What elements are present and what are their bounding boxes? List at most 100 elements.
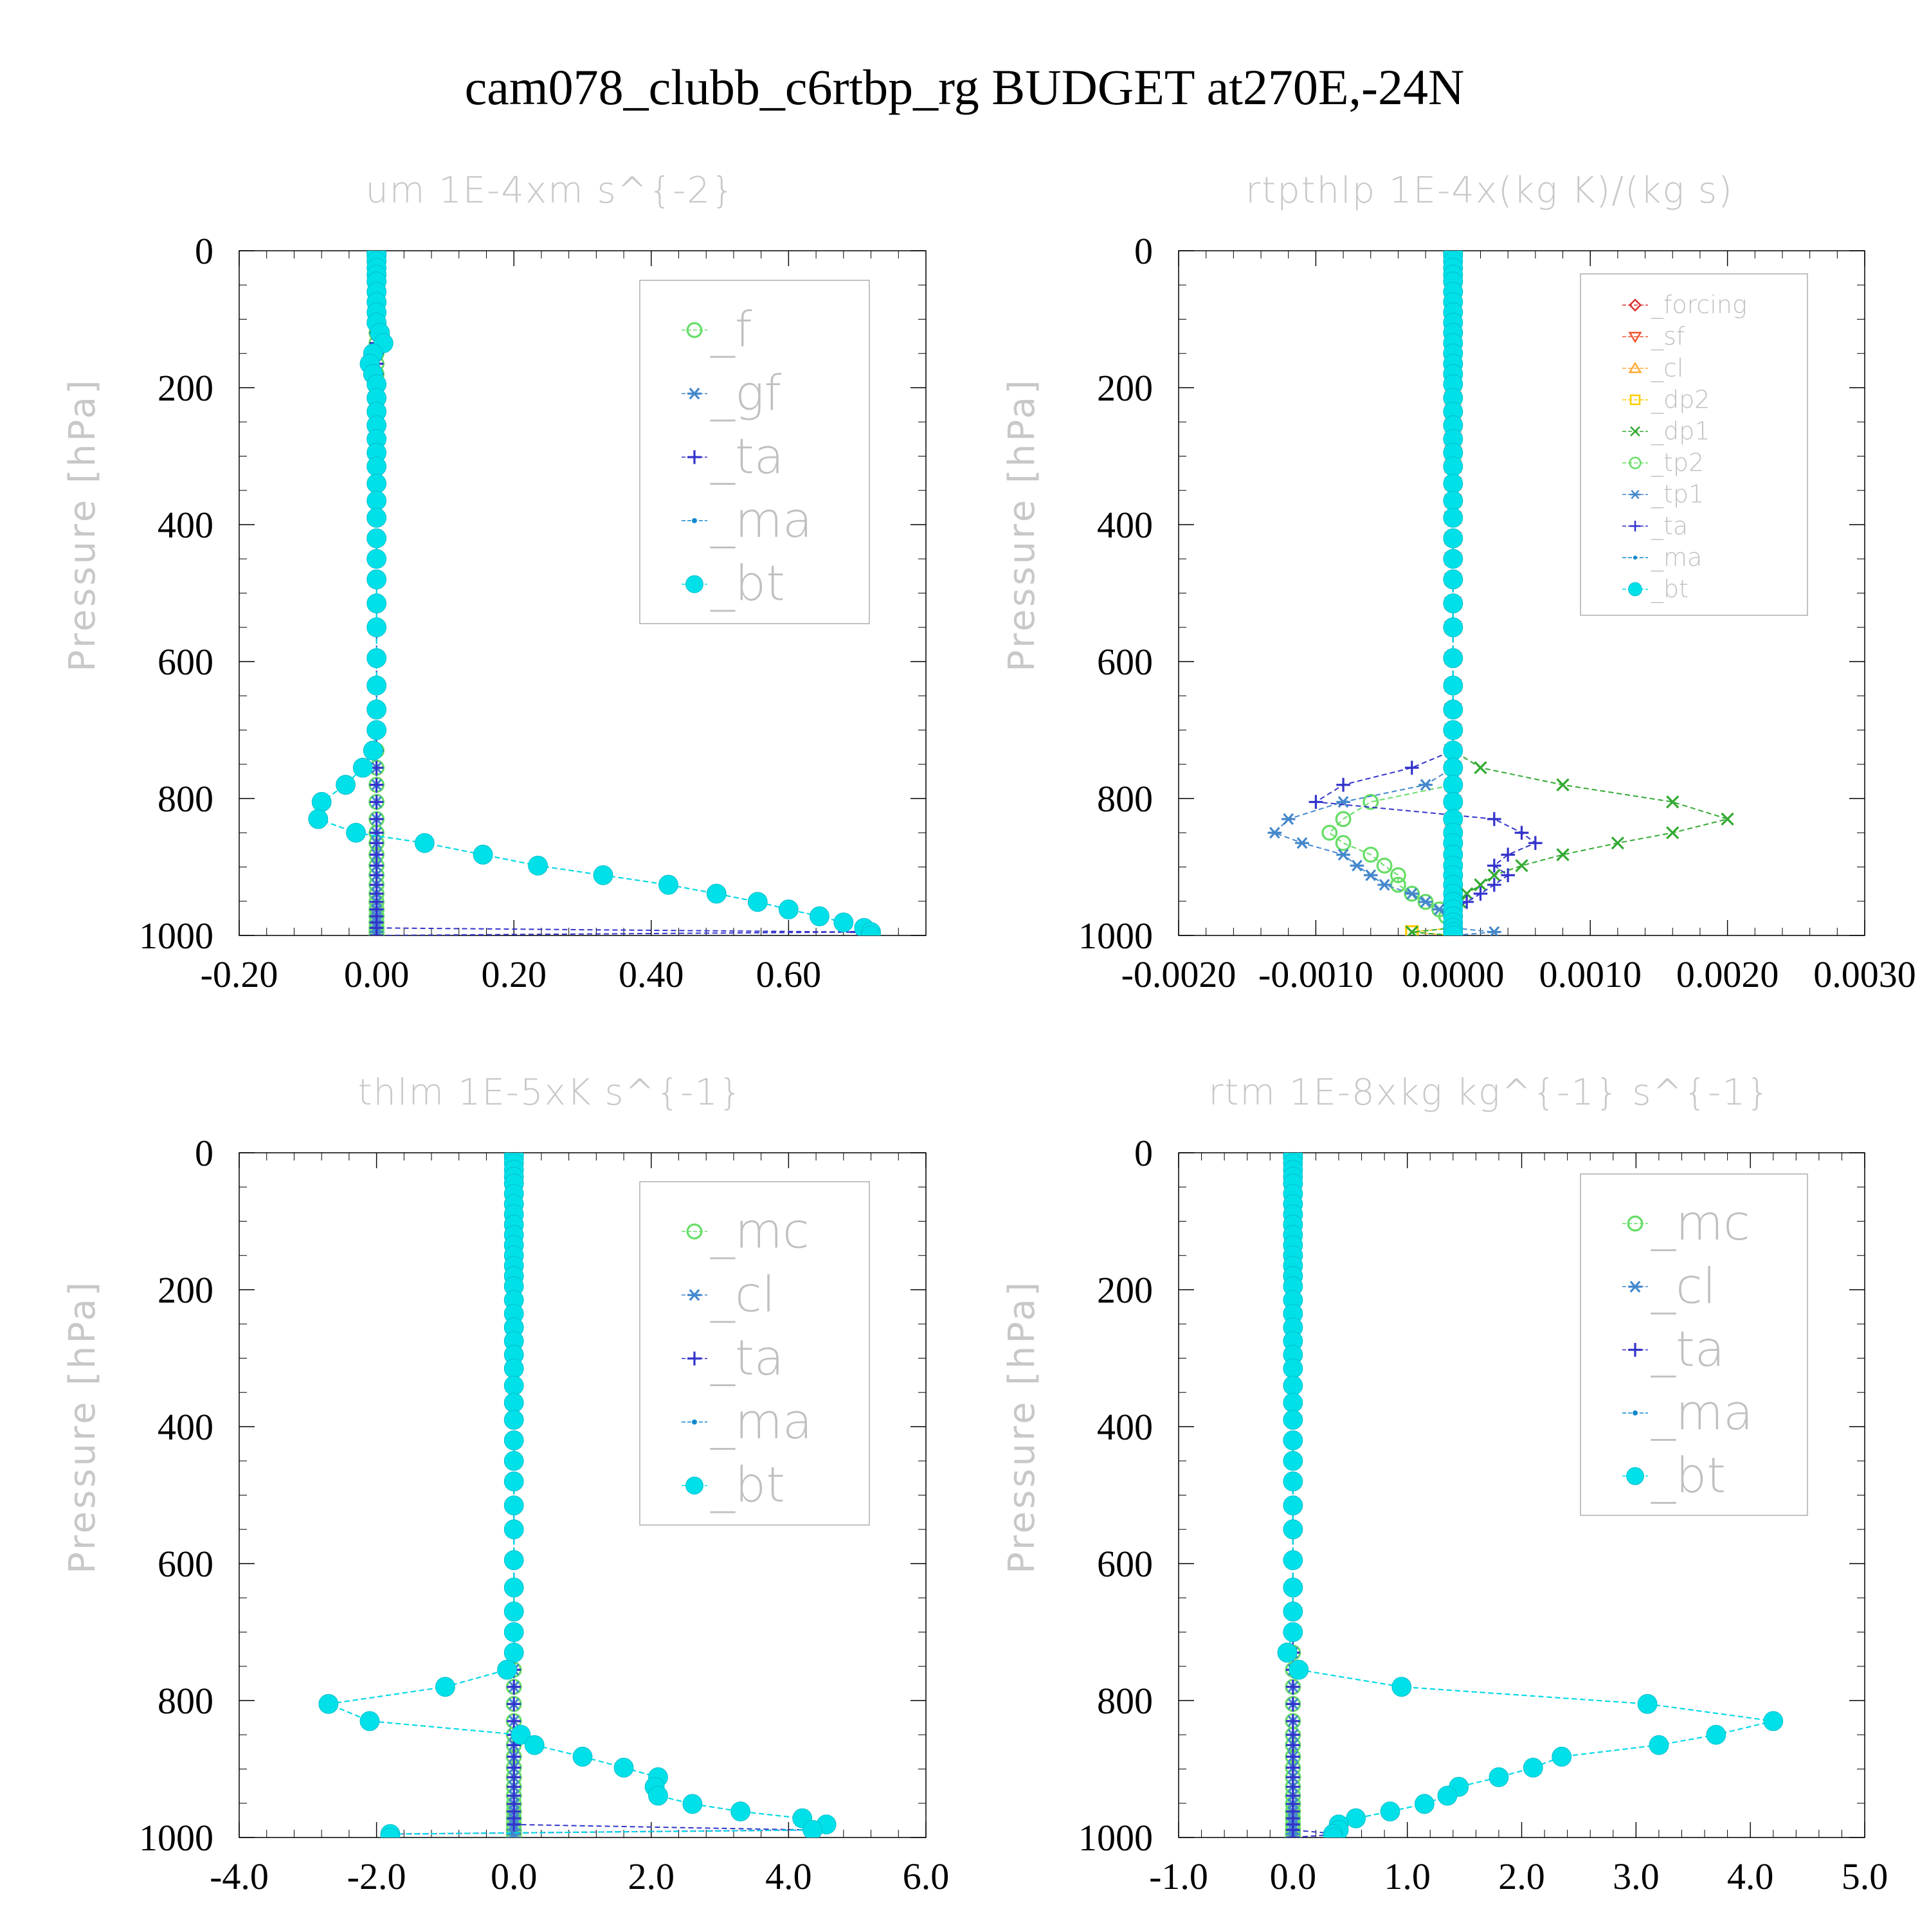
legend-item: _f bbox=[682, 300, 752, 357]
legend-item: _dp2 bbox=[1622, 385, 1710, 414]
legend-marker bbox=[686, 321, 703, 338]
data-point bbox=[1552, 1746, 1572, 1767]
x-tick-label: -0.20 bbox=[201, 953, 278, 995]
data-point bbox=[1443, 791, 1463, 812]
legend-item: _ma bbox=[682, 491, 813, 548]
data-point bbox=[1267, 827, 1282, 839]
data-point bbox=[1487, 926, 1501, 935]
x-tick-label: 0.0 bbox=[1270, 1855, 1317, 1897]
x-tick-label: 0.40 bbox=[619, 953, 684, 995]
legend-marker bbox=[685, 1476, 703, 1495]
x-tick-label: 4.0 bbox=[1727, 1855, 1774, 1897]
series-bt bbox=[1443, 251, 1463, 935]
data-point bbox=[503, 1519, 524, 1540]
data-point bbox=[503, 1602, 524, 1621]
chart-panel-2: -0.0020 -0.0010 0.0000 0.0010 0.0020 0.0030 0 2… bbox=[1001, 170, 1916, 995]
data-point bbox=[1336, 796, 1350, 808]
data-point bbox=[507, 1831, 521, 1837]
x-tick-label: -0.0010 bbox=[1258, 953, 1373, 995]
x-tick-label: 5.0 bbox=[1842, 1855, 1888, 1897]
legend-label: _ta bbox=[1651, 512, 1688, 541]
legend-marker bbox=[687, 1351, 702, 1366]
legend-marker bbox=[1628, 582, 1642, 597]
legend-marker bbox=[1630, 426, 1640, 437]
data-point bbox=[503, 1375, 524, 1396]
legend-item: _bt bbox=[682, 1456, 785, 1513]
y-tick-label: 1000 bbox=[139, 915, 213, 957]
data-point bbox=[1501, 868, 1515, 883]
data-point bbox=[1443, 473, 1463, 494]
data-point bbox=[507, 1679, 521, 1694]
data-point bbox=[1277, 1643, 1298, 1663]
data-point bbox=[1721, 812, 1734, 826]
y-tick-label: 0 bbox=[195, 1132, 213, 1174]
data-point bbox=[1283, 1622, 1303, 1642]
data-point bbox=[1376, 857, 1393, 874]
y-tick-label: 0 bbox=[1134, 230, 1153, 272]
y-tick-label: 800 bbox=[1097, 1680, 1153, 1722]
legend-label: _f bbox=[710, 300, 752, 357]
data-point bbox=[1443, 548, 1463, 569]
data-point bbox=[1404, 761, 1419, 775]
legend-marker bbox=[1627, 1215, 1644, 1232]
legend-marker bbox=[692, 1419, 697, 1425]
data-point bbox=[1363, 846, 1379, 863]
y-axis-label: Pressure [hPa] bbox=[1001, 377, 1043, 672]
data-point bbox=[1286, 1738, 1300, 1753]
x-tick-label: 0.0030 bbox=[1813, 953, 1916, 995]
data-point bbox=[1283, 1471, 1303, 1492]
data-point bbox=[369, 812, 384, 826]
data-point bbox=[1443, 617, 1463, 638]
legend-item: _dp1 bbox=[1622, 417, 1710, 446]
data-point bbox=[747, 892, 768, 912]
legend-label: _sf bbox=[1651, 322, 1685, 351]
data-point bbox=[1487, 858, 1501, 873]
chart-title: thlm 1E-5xK s^{-1} bbox=[358, 1072, 743, 1114]
data-point bbox=[1414, 1794, 1435, 1814]
y-tick-label: 600 bbox=[158, 641, 213, 683]
y-tick-label: 0 bbox=[195, 230, 213, 272]
data-point bbox=[380, 1827, 401, 1837]
data-point bbox=[1295, 837, 1309, 849]
legend-item: _mc bbox=[682, 1202, 810, 1259]
data-point bbox=[1289, 1659, 1309, 1680]
series-line bbox=[1286, 1155, 1773, 1837]
data-point bbox=[1443, 456, 1463, 476]
legend-marker bbox=[1629, 520, 1641, 532]
data-point bbox=[1335, 811, 1352, 827]
legend-marker bbox=[1628, 332, 1642, 343]
legend-item: _ma bbox=[682, 1393, 813, 1450]
data-point bbox=[682, 1794, 703, 1814]
y-tick-label: 1000 bbox=[1078, 1817, 1153, 1859]
legend-marker bbox=[686, 1223, 703, 1240]
legend-box bbox=[639, 1181, 870, 1526]
data-point bbox=[1443, 569, 1463, 590]
chart-title: rtpthlp 1E-4x(kg K)/(kg s) bbox=[1245, 170, 1734, 212]
legend: _forcing_sf _cl_dp2 _dp1 _tp2_tp1 _ta_ma _bt bbox=[1580, 273, 1808, 616]
data-point bbox=[1286, 1830, 1300, 1837]
axis-ticks bbox=[1178, 250, 1865, 936]
legend-marker bbox=[1629, 490, 1641, 500]
data-point bbox=[369, 928, 384, 935]
plot-area bbox=[318, 1153, 837, 1837]
legend-marker bbox=[1633, 555, 1638, 560]
legend-label: _ma bbox=[1651, 543, 1702, 572]
legend-marker bbox=[687, 450, 702, 464]
data-point bbox=[503, 1577, 524, 1598]
legend-label: _gf bbox=[710, 364, 782, 421]
x-tick-label: 0.0020 bbox=[1676, 953, 1779, 995]
y-axis-label: Pressure [hPa] bbox=[62, 1279, 104, 1574]
data-point bbox=[1286, 1679, 1300, 1694]
legend-item: _ta bbox=[1622, 512, 1688, 541]
legend-marker bbox=[1626, 1467, 1644, 1485]
data-point bbox=[648, 1785, 668, 1806]
legend-label: _forcing bbox=[1651, 291, 1747, 320]
data-point bbox=[1404, 887, 1419, 900]
data-point bbox=[1666, 795, 1680, 809]
legend-box bbox=[1580, 273, 1808, 616]
data-point bbox=[524, 1735, 545, 1755]
data-point bbox=[367, 456, 386, 476]
data-point bbox=[1556, 848, 1570, 862]
data-point bbox=[1443, 528, 1463, 548]
